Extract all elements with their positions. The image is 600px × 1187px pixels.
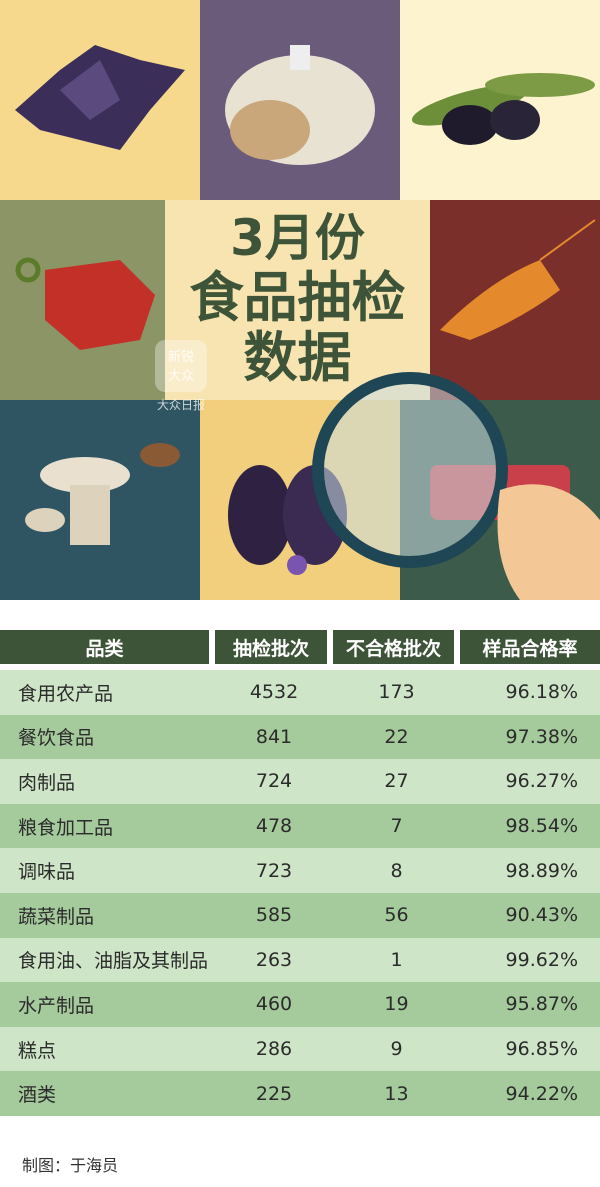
garlic-icon — [225, 45, 375, 165]
cell-sampled: 286 — [215, 1026, 333, 1072]
cell-failed: 1 — [333, 937, 460, 983]
tile-pepper — [0, 200, 165, 400]
header-failed: 不合格批次 — [333, 630, 460, 664]
cell-category: 水产制品 — [0, 982, 215, 1027]
olive-icon — [411, 73, 595, 145]
cell-pass-rate: 98.54% — [460, 803, 600, 849]
cell-category: 餐饮食品 — [0, 714, 215, 760]
cell-failed: 9 — [333, 1026, 460, 1072]
table-row: 食用油、油脂及其制品 263 1 99.62% — [0, 937, 600, 983]
cell-sampled: 724 — [215, 759, 333, 804]
cell-pass-rate: 96.85% — [460, 1026, 600, 1072]
cell-sampled: 263 — [215, 937, 333, 983]
cell-failed: 173 — [333, 670, 460, 715]
table-header-row: 品类 抽检批次 不合格批次 样品合格率 — [0, 630, 600, 664]
magnifier-icon — [312, 372, 600, 600]
cell-category: 蔬菜制品 — [0, 892, 215, 938]
header-category: 品类 — [0, 630, 215, 664]
watermark: 新锐 大众 大众日报 — [145, 340, 217, 413]
cell-pass-rate: 96.27% — [460, 759, 600, 804]
cell-category: 粮食加工品 — [0, 803, 215, 849]
cell-pass-rate: 94.22% — [460, 1071, 600, 1116]
shrimp-icon — [440, 219, 596, 340]
title-line-3: 数据 — [243, 326, 352, 389]
tile-shrimp — [430, 200, 600, 400]
table-row: 肉制品 724 27 96.27% — [0, 759, 600, 804]
table-row: 粮食加工品 478 7 98.54% — [0, 803, 600, 849]
cell-failed: 27 — [333, 759, 460, 804]
watermark-top: 新锐 — [167, 350, 194, 365]
cell-pass-rate: 99.62% — [460, 937, 600, 983]
watermark-logo: 大众 — [167, 369, 194, 384]
tile-basil — [0, 0, 200, 200]
watermark-text: 大众日报 — [156, 398, 205, 412]
cell-pass-rate: 98.89% — [460, 848, 600, 893]
cell-sampled: 585 — [215, 892, 333, 938]
page-title: 3月份 食品抽检 数据 — [165, 200, 430, 400]
table-row: 水产制品 460 19 95.87% — [0, 982, 600, 1027]
table-row: 蔬菜制品 585 56 90.43% — [0, 892, 600, 938]
title-panel — [165, 200, 430, 400]
cell-failed: 19 — [333, 982, 460, 1027]
cell-category: 食用农产品 — [0, 670, 215, 715]
header-pass-rate: 样品合格率 — [460, 630, 600, 664]
table-row: 调味品 723 8 98.89% — [0, 848, 600, 893]
title-line-2: 食品抽检 — [189, 266, 406, 329]
hero-illustration: 3月份 食品抽检 数据 新锐大众 大众日报 — [0, 0, 600, 600]
cell-failed: 8 — [333, 848, 460, 893]
cell-sampled: 723 — [215, 848, 333, 893]
cell-failed: 56 — [333, 892, 460, 938]
table-row: 食用农产品 4532 173 96.18% — [0, 670, 600, 715]
cell-pass-rate: 95.87% — [460, 982, 600, 1027]
inspection-table: 品类 抽检批次 不合格批次 样品合格率 食用农产品 4532 173 96.18% 餐饮… — [0, 630, 600, 1116]
cell-category: 糕点 — [0, 1026, 215, 1072]
mushroom-icon — [25, 443, 180, 545]
cell-failed: 7 — [333, 803, 460, 849]
pepper-icon — [15, 257, 155, 350]
cell-category: 酒类 — [0, 1071, 215, 1116]
cell-sampled: 4532 — [215, 670, 333, 715]
tile-garlic — [200, 0, 400, 200]
cell-pass-rate: 97.38% — [460, 714, 600, 760]
credit: 制图：于海员 — [22, 1156, 119, 1175]
cell-category: 肉制品 — [0, 759, 215, 804]
cell-sampled: 460 — [215, 982, 333, 1027]
cell-sampled: 225 — [215, 1071, 333, 1116]
cell-pass-rate: 96.18% — [460, 670, 600, 715]
table-row: 酒类 225 13 94.22% — [0, 1071, 600, 1116]
cell-pass-rate: 90.43% — [460, 892, 600, 938]
tile-olives — [400, 0, 600, 200]
tile-mushroom — [0, 400, 200, 600]
cell-sampled: 478 — [215, 803, 333, 849]
basil-icon — [15, 45, 185, 150]
table-row: 糕点 286 9 96.85% — [0, 1026, 600, 1072]
header-sampled: 抽检批次 — [215, 630, 333, 664]
cell-category: 调味品 — [0, 848, 215, 893]
cell-failed: 22 — [333, 714, 460, 760]
cell-failed: 13 — [333, 1071, 460, 1116]
cell-category: 食用油、油脂及其制品 — [0, 937, 215, 983]
cell-sampled: 841 — [215, 714, 333, 760]
table-row: 餐饮食品 841 22 97.38% — [0, 714, 600, 760]
title-line-1: 3月份 — [230, 209, 365, 267]
